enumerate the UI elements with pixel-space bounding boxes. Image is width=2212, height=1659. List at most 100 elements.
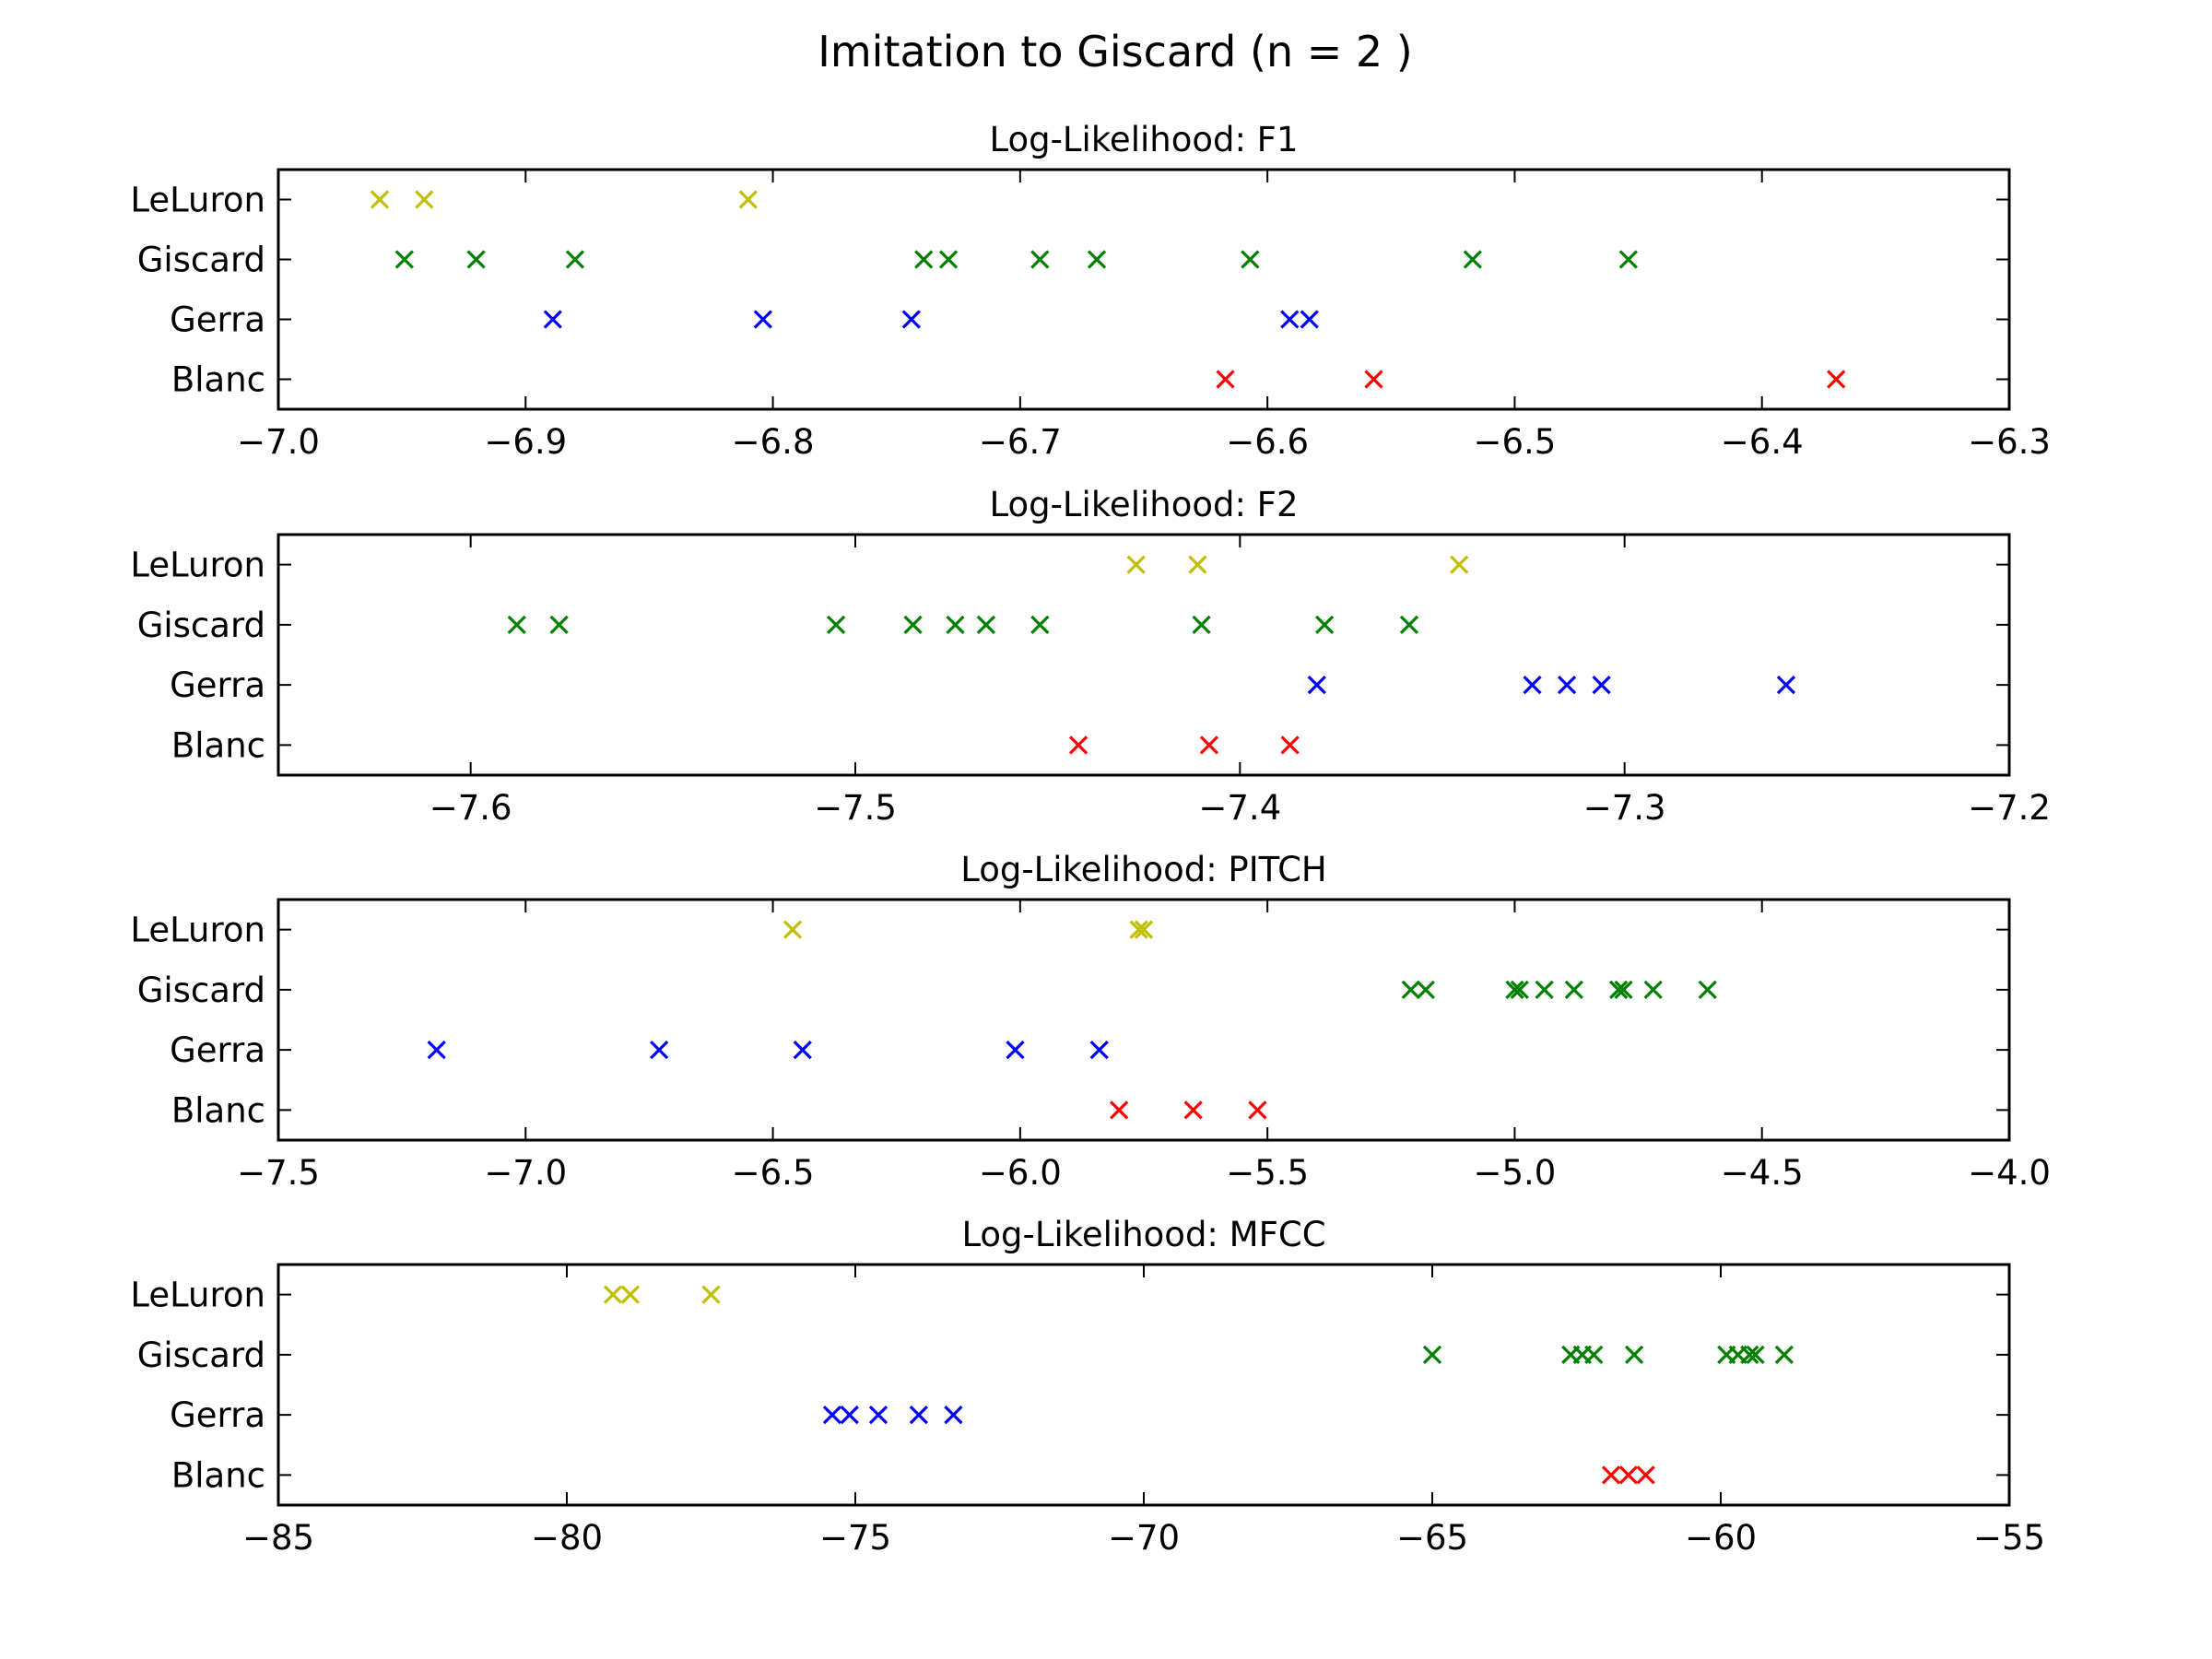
data-point-giscard [1315,615,1335,635]
x-tick-label: −70 [1108,1518,1180,1558]
data-point-blanc [1216,370,1235,389]
data-point-gerra [868,1405,888,1425]
y-tick-label: Blanc [171,725,265,765]
data-point-blanc [1636,1465,1655,1485]
y-tick-label: Blanc [171,360,265,400]
panel-1: Log-Likelihood: F2 LeLuron Giscard Gerra Bla… [130,485,2051,828]
data-point-gerra [650,1040,669,1060]
data-point-giscard [1624,1345,1644,1365]
data-point-giscard [1740,1345,1759,1365]
data-point-blanc [1068,735,1088,755]
data-point-giscard [1030,250,1050,269]
y-tick-label: LeLuron [130,181,265,220]
data-point-leluron [1126,555,1146,574]
data-point-giscard [1774,1345,1794,1365]
data-point-blanc [1364,370,1383,389]
data-point-gerra [1592,675,1611,695]
x-tick-label: −7.5 [814,788,897,828]
panel-3: Log-Likelihood: MFCC LeLuron Giscard Gerra B… [130,1215,2045,1558]
data-point-gerra [1300,310,1319,329]
x-tick-label: −7.0 [484,1153,567,1193]
chart-panels: Log-Likelihood: F1 LeLuron Giscard Gerra Bla… [130,120,2051,1558]
data-point-gerra [543,310,562,329]
data-point-giscard [903,615,923,635]
data-point-gerra [944,1405,963,1425]
data-point-giscard [466,250,486,269]
data-point-blanc [1248,1100,1267,1120]
panel-title: Log-Likelihood: F2 [989,485,1298,524]
data-point-giscard [394,250,414,269]
data-point-giscard [1584,1345,1604,1365]
data-point-giscard [976,615,996,635]
data-point-blanc [1280,735,1300,755]
data-point-leluron [1134,920,1154,939]
data-point-leluron [603,1285,623,1304]
data-point-gerra [1307,675,1326,695]
x-tick-label: −85 [242,1518,314,1558]
data-point-blanc [1199,735,1219,755]
panel-0: Log-Likelihood: F1 LeLuron Giscard Gerra Bla… [130,120,2051,462]
panel-title: Log-Likelihood: PITCH [960,850,1327,889]
data-point-giscard [1241,250,1260,269]
data-point-gerra [901,310,921,329]
x-tick-label: −5.5 [1226,1153,1309,1193]
data-point-blanc [1827,370,1846,389]
x-tick-label: −6.9 [484,422,567,462]
data-point-giscard [938,250,959,269]
data-point-leluron [701,1285,721,1304]
x-tick-label: −60 [1685,1518,1757,1558]
data-point-gerra [822,1405,842,1425]
chart-title: Imitation to Giscard (n = 2 ) [818,27,1412,76]
x-tick-label: −7.5 [237,1153,320,1193]
axes-frame [276,898,2011,1142]
data-point-gerra [1776,675,1796,695]
x-tick-label: −6.5 [732,1153,815,1193]
data-point-giscard [1614,980,1633,1000]
x-tick-label: −7.4 [1198,788,1281,828]
x-tick-label: −6.7 [979,422,1062,462]
data-point-giscard [1535,980,1554,1000]
data-point-giscard [1564,980,1583,1000]
x-tick-label: −75 [819,1518,891,1558]
x-tick-label: −6.3 [1968,422,2051,462]
x-tick-label: −7.2 [1968,788,2051,828]
x-tick-label: −65 [1396,1518,1468,1558]
y-tick-label: Gerra [170,1395,265,1435]
data-point-giscard [1746,1345,1765,1365]
y-tick-label: Giscard [137,971,265,1010]
data-point-giscard [1463,250,1482,269]
x-tick-label: −4.0 [1968,1153,2051,1193]
y-tick-label: Blanc [171,1455,265,1495]
x-tick-label: −80 [531,1518,603,1558]
data-point-giscard [1030,615,1050,635]
data-point-giscard [1618,250,1638,269]
y-tick-label: Gerra [170,300,265,340]
data-point-giscard [1510,980,1529,1000]
data-point-giscard [549,615,569,635]
data-point-giscard [827,615,846,635]
data-point-giscard [1416,980,1435,1000]
data-point-gerra [1523,675,1542,695]
y-tick-label: LeLuron [130,546,265,585]
panel-title: Log-Likelihood: MFCC [961,1215,1325,1254]
data-point-gerra [427,1040,446,1060]
panel-title: Log-Likelihood: F1 [989,120,1298,159]
x-tick-label: −6.5 [1473,422,1556,462]
data-point-gerra [793,1040,812,1060]
data-point-blanc [1618,1465,1638,1485]
data-point-leluron [415,190,434,209]
data-point-giscard [1399,615,1419,635]
data-point-leluron [1450,555,1469,574]
data-point-giscard [1192,615,1211,635]
data-point-giscard [1505,980,1524,1000]
x-tick-label: −4.5 [1721,1153,1804,1193]
data-point-giscard [946,615,965,635]
data-point-giscard [1401,980,1420,1000]
data-point-giscard [1087,250,1107,269]
y-tick-label: Giscard [137,241,265,280]
data-point-blanc [1110,1100,1129,1120]
data-point-giscard [1608,980,1629,1000]
data-point-leluron [370,190,390,209]
data-point-gerra [1557,675,1577,695]
